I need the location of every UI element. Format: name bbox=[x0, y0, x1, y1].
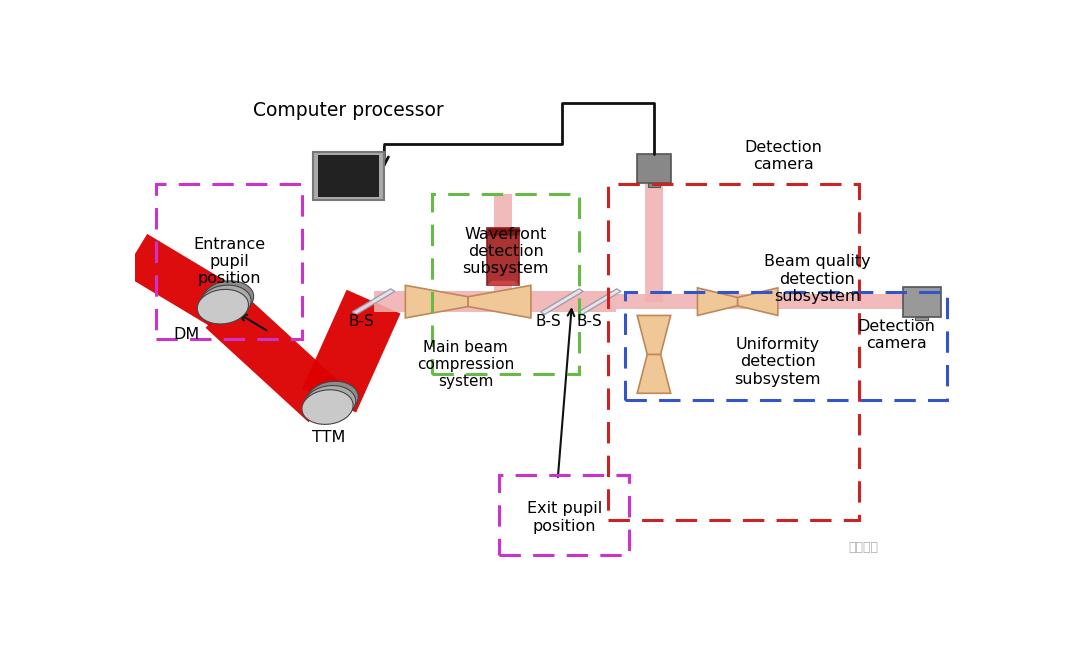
Text: Detection
camera: Detection camera bbox=[745, 140, 823, 172]
Polygon shape bbox=[374, 291, 617, 312]
Text: 光行天下: 光行天下 bbox=[848, 541, 878, 554]
Bar bbox=[487, 228, 519, 286]
Bar bbox=[313, 153, 384, 200]
Bar bbox=[608, 184, 859, 520]
Polygon shape bbox=[578, 289, 621, 314]
Text: Detection
camera: Detection camera bbox=[858, 319, 935, 351]
Polygon shape bbox=[645, 184, 663, 302]
Text: Wavefront
detection
subsystem: Wavefront detection subsystem bbox=[462, 226, 549, 276]
Polygon shape bbox=[405, 286, 468, 318]
Text: TTM: TTM bbox=[312, 430, 346, 445]
Bar bbox=[487, 228, 519, 235]
Polygon shape bbox=[541, 289, 583, 314]
Text: Exit pupil
position: Exit pupil position bbox=[527, 501, 602, 534]
Polygon shape bbox=[698, 288, 738, 316]
Text: Main beam
compression
system: Main beam compression system bbox=[417, 340, 514, 389]
Polygon shape bbox=[302, 289, 401, 413]
Ellipse shape bbox=[200, 285, 251, 319]
Bar bbox=[903, 287, 941, 317]
Bar bbox=[637, 154, 671, 183]
Bar bbox=[648, 183, 660, 186]
Text: DM: DM bbox=[174, 327, 200, 342]
Polygon shape bbox=[468, 286, 531, 318]
Ellipse shape bbox=[305, 385, 355, 420]
Ellipse shape bbox=[202, 281, 254, 316]
Polygon shape bbox=[738, 288, 778, 316]
Polygon shape bbox=[205, 291, 343, 422]
Bar bbox=[432, 194, 579, 374]
Polygon shape bbox=[637, 355, 671, 393]
Text: B-S: B-S bbox=[348, 314, 374, 329]
Ellipse shape bbox=[307, 381, 359, 416]
Text: Uniformity
detection
subsystem: Uniformity detection subsystem bbox=[734, 337, 821, 387]
Bar bbox=[318, 155, 379, 197]
Bar bbox=[156, 184, 302, 339]
Text: Beam quality
detection
subsystem: Beam quality detection subsystem bbox=[764, 254, 870, 304]
Text: B-S: B-S bbox=[536, 314, 562, 329]
Text: B-S: B-S bbox=[577, 314, 603, 329]
Bar bbox=[624, 291, 947, 400]
Polygon shape bbox=[123, 234, 235, 327]
Polygon shape bbox=[352, 289, 395, 314]
Ellipse shape bbox=[198, 289, 248, 324]
Bar bbox=[499, 475, 629, 556]
Ellipse shape bbox=[302, 390, 353, 424]
Text: Entrance
pupil
position: Entrance pupil position bbox=[193, 237, 266, 286]
Polygon shape bbox=[617, 294, 939, 309]
Polygon shape bbox=[487, 281, 519, 286]
Polygon shape bbox=[494, 194, 513, 302]
Polygon shape bbox=[637, 316, 671, 355]
Bar bbox=[915, 317, 929, 320]
Text: Computer processor: Computer processor bbox=[253, 101, 444, 121]
